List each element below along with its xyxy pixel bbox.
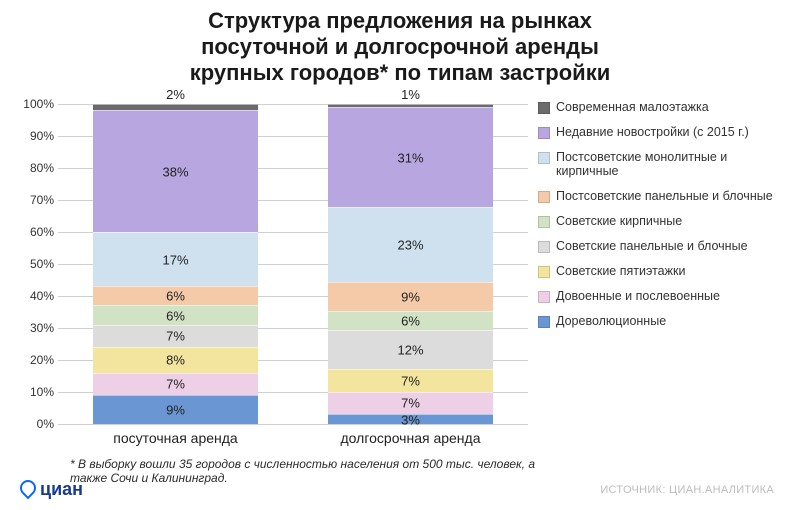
segment-value-label: 6% — [401, 313, 420, 328]
y-axis-tick: 100% — [12, 97, 58, 111]
bar-segment: 6% — [328, 311, 493, 330]
legend-swatch — [538, 152, 550, 164]
bar-segment: 7% — [328, 369, 493, 392]
legend-label: Дореволюционные — [556, 314, 666, 328]
legend-item: Советские пятиэтажки — [538, 264, 790, 278]
bar-segment: 3% — [328, 414, 493, 424]
footnote: * В выборку вошли 35 городов с численнос… — [70, 458, 550, 486]
segment-value-label: 9% — [166, 402, 185, 417]
legend-item: Недавние новостройки (с 2015 г.) — [538, 125, 790, 139]
legend-swatch — [538, 102, 550, 114]
legend-item: Советские кирпичные — [538, 214, 790, 228]
legend-label: Довоенные и послевоенные — [556, 289, 720, 303]
legend-swatch — [538, 241, 550, 253]
legend-label: Советские панельные и блочные — [556, 239, 748, 253]
segment-value-label: 31% — [397, 150, 423, 165]
bar-segment: 9% — [328, 282, 493, 311]
legend-swatch — [538, 127, 550, 139]
segment-value-label: 7% — [401, 396, 420, 411]
legend: Современная малоэтажка Недавние новострой… — [538, 100, 790, 339]
segment-value-label: 23% — [397, 237, 423, 252]
footer: циан * В выборку вошли 35 городов с числ… — [10, 458, 790, 498]
y-axis-tick: 60% — [12, 225, 58, 239]
legend-item: Дореволюционные — [538, 314, 790, 328]
segment-value-label: 9% — [401, 289, 420, 304]
legend-label: Недавние новостройки (с 2015 г.) — [556, 125, 749, 139]
legend-item: Современная малоэтажка — [538, 100, 790, 114]
legend-swatch — [538, 266, 550, 278]
bar-segment: 31% — [328, 107, 493, 207]
pin-icon — [17, 477, 40, 500]
legend-swatch — [538, 316, 550, 328]
bar-top-label: 2% — [166, 87, 185, 102]
stacked-bar: 9% 7% 8% 7% 6% 6% 17% 38% — [93, 104, 258, 424]
segment-value-label: 6% — [166, 308, 185, 323]
bar-segment: 23% — [328, 207, 493, 281]
y-axis-tick: 80% — [12, 161, 58, 175]
chart-title: Структура предложения на рынках посуточн… — [0, 0, 800, 88]
y-axis-tick: 40% — [12, 289, 58, 303]
y-axis-tick: 30% — [12, 321, 58, 335]
category-label: долгосрочная аренда — [341, 430, 481, 446]
bar-slot: 3%7%7%12%6%9%23%31%1%долгосрочная аренда — [328, 104, 493, 424]
segment-value-label: 7% — [401, 373, 420, 388]
bar-segment — [328, 104, 493, 107]
legend-swatch — [538, 291, 550, 303]
segment-value-label: 38% — [162, 164, 188, 179]
legend-label: Современная малоэтажка — [556, 100, 709, 114]
legend-item: Постсоветские монолитные и кирпичные — [538, 150, 790, 178]
bar-segment: 7% — [93, 325, 258, 347]
legend-label: Постсоветские панельные и блочные — [556, 189, 773, 203]
title-line: Структура предложения на рынках — [30, 8, 770, 34]
category-label: посуточная аренда — [113, 430, 237, 446]
y-axis-tick: 20% — [12, 353, 58, 367]
segment-value-label: 8% — [166, 353, 185, 368]
legend-label: Советские пятиэтажки — [556, 264, 685, 278]
legend-label: Советские кирпичные — [556, 214, 682, 228]
segment-value-label: 7% — [166, 377, 185, 392]
stacked-bar: 3%7%7%12%6%9%23%31% — [328, 104, 493, 424]
legend-item: Постсоветские панельные и блочные — [538, 189, 790, 203]
bar-segment — [93, 104, 258, 110]
legend-label: Постсоветские монолитные и кирпичные — [556, 150, 790, 178]
chart-container: 0% 10% 20% 30% 40% 50% 60% 70% 80% 90% 100% 9% 7% 8% 7… — [10, 88, 790, 458]
bar-segment: 6% — [93, 305, 258, 324]
segment-value-label: 17% — [162, 252, 188, 267]
bar-segment: 7% — [328, 392, 493, 415]
bar-slot: 9%7%8%7%6%6%17%38%2%посуточная аренда — [93, 104, 258, 424]
y-axis-tick: 0% — [12, 417, 58, 431]
legend-swatch — [538, 216, 550, 228]
bar-top-label: 1% — [401, 87, 420, 102]
bar-segment: 6% — [93, 286, 258, 305]
segment-value-label: 3% — [401, 412, 420, 427]
y-axis-tick: 90% — [12, 129, 58, 143]
y-axis-tick: 10% — [12, 385, 58, 399]
bar-segment: 8% — [93, 347, 258, 373]
bar-segment: 38% — [93, 110, 258, 232]
grid-line — [58, 424, 528, 425]
source-label: ИСТОЧНИК: ЦИАН.АНАЛИТИКА — [600, 484, 774, 496]
title-line: посуточной и долгосрочной аренды — [30, 34, 770, 60]
legend-item: Довоенные и послевоенные — [538, 289, 790, 303]
y-axis-tick: 70% — [12, 193, 58, 207]
legend-swatch — [538, 191, 550, 203]
legend-item: Советские панельные и блочные — [538, 239, 790, 253]
segment-value-label: 12% — [397, 343, 423, 358]
title-line: крупных городов* по типам застройки — [30, 60, 770, 86]
bar-segment: 17% — [93, 232, 258, 286]
segment-value-label: 6% — [166, 289, 185, 304]
y-axis-tick: 50% — [12, 257, 58, 271]
plot-area: 0%10%20%30%40%50%60%70%80%90%100%9%7%8%7… — [58, 104, 528, 424]
segment-value-label: 7% — [166, 329, 185, 344]
bar-segment: 7% — [93, 373, 258, 395]
bar-segment: 12% — [328, 330, 493, 369]
bar-segment: 9% — [93, 395, 258, 424]
